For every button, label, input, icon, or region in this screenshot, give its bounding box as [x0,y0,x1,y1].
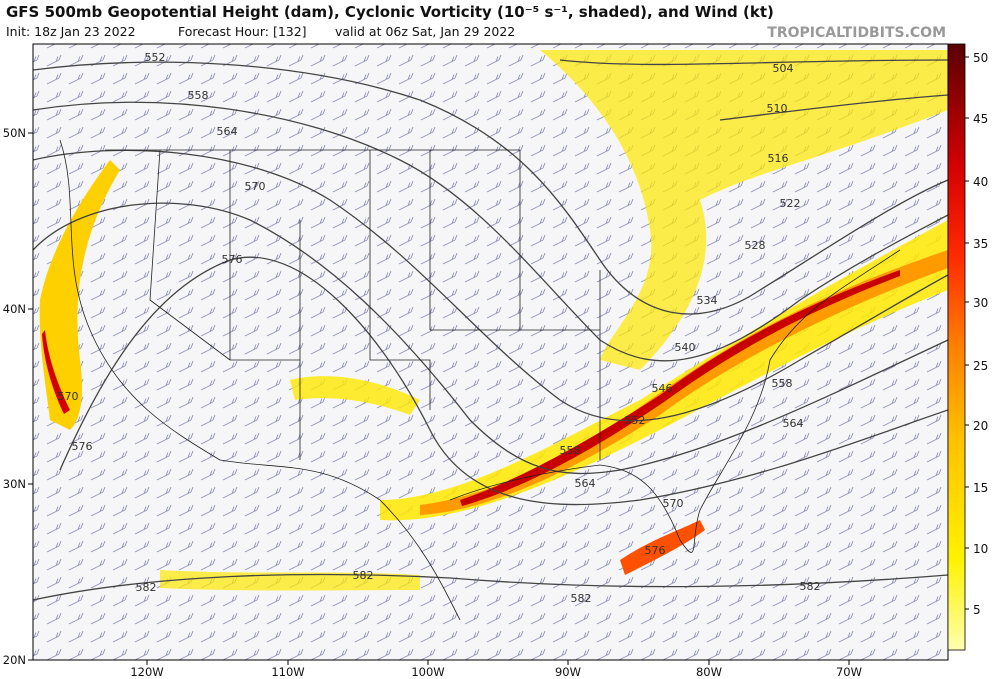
contour-label: 534 [697,294,718,307]
contour-label: 558 [560,444,581,457]
colorbar [947,43,966,651]
contour-label: 564 [783,417,804,430]
height-contours [33,59,948,601]
lon-label: 110W [271,665,304,679]
contour-label: 582 [571,592,592,605]
contour-label: 564 [575,477,596,490]
init: Init: 18z Jan 23 2022 [6,24,136,39]
contour-label: 504 [773,62,794,75]
contour-label: 576 [222,253,243,266]
contour-label: 546 [652,382,673,395]
colorbar-label: 20 [973,419,988,433]
colorbar-label: 30 [973,296,988,310]
contour-label: 558 [188,89,209,102]
colorbar-label: 10 [973,542,988,556]
lat-label: 30N [3,477,26,491]
title: GFS 500mb Geopotential Height (dam), Cyc… [6,3,774,21]
contour-label: 582 [353,569,374,582]
colorbar-label: 50 [973,51,988,65]
contour-label: 564 [217,125,238,138]
contour-label: 522 [780,197,801,210]
colorbar-label: 45 [973,112,988,126]
contour-label: 516 [768,152,789,165]
contour-label: 582 [800,580,821,593]
site-credit: TROPICALTIDBITS.COM [767,25,946,41]
colorbar-label: 40 [973,175,988,189]
forecast-hour: Forecast Hour: [132] [178,24,307,39]
lon-label: 90W [555,665,581,679]
lat-label: 50N [3,126,26,140]
map [33,44,948,660]
vorticity-shading [39,50,948,591]
contour-label: 552 [145,51,166,64]
boundaries [59,139,901,621]
colorbar-label: 35 [973,237,988,251]
lon-label: 70W [836,665,862,679]
lat-label: 40N [3,302,26,316]
contour-label: 510 [767,102,788,115]
colorbar-label: 5 [973,603,981,617]
contour-label: 540 [675,341,696,354]
colorbar-label: 25 [973,359,988,373]
contour-label: 576 [72,440,93,453]
contour-label: 528 [745,239,766,252]
contour-label: 576 [645,544,666,557]
contour-label: 558 [772,377,793,390]
contour-label: 570 [58,390,79,403]
lon-label: 100W [411,665,444,679]
contour-label: 570 [245,180,266,193]
lon-label: 120W [130,665,163,679]
contour-label: 582 [136,581,157,594]
valid-time: valid at 06z Sat, Jan 29 2022 [335,24,515,39]
contour-label: 570 [663,497,684,510]
lon-label: 80W [696,665,722,679]
contour-label: 552 [625,414,646,427]
colorbar-label: 15 [973,481,988,495]
lat-label: 20N [3,653,26,667]
